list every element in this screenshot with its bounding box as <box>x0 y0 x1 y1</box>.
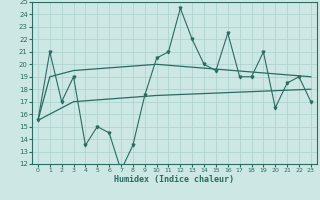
X-axis label: Humidex (Indice chaleur): Humidex (Indice chaleur) <box>115 175 234 184</box>
